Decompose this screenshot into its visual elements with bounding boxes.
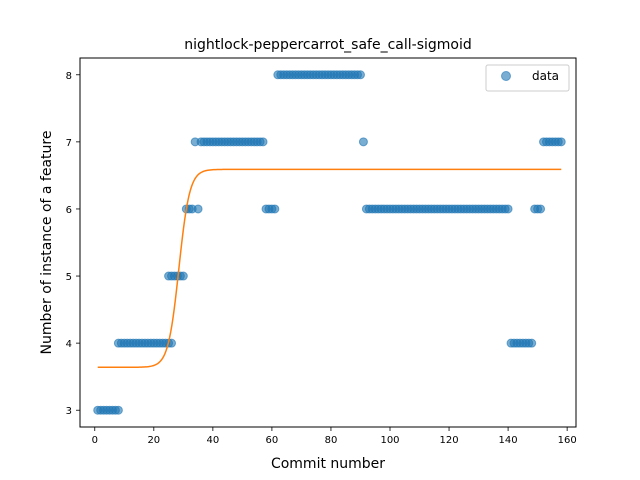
x-tick-label: 120 bbox=[440, 435, 459, 446]
y-axis-label: Number of instance of a feature bbox=[39, 131, 55, 355]
sigmoid-fit-line bbox=[97, 168, 562, 369]
x-tick-label: 140 bbox=[499, 435, 518, 446]
y-tick-label: 5 bbox=[66, 272, 72, 283]
data-point bbox=[527, 338, 537, 348]
data-point bbox=[556, 137, 566, 147]
y-tick-label: 6 bbox=[66, 205, 72, 216]
data-point bbox=[358, 137, 368, 147]
y-tick-label: 7 bbox=[66, 138, 72, 149]
legend: data bbox=[485, 64, 570, 92]
x-tick-label: 40 bbox=[206, 435, 219, 446]
x-axis-ticks: 0 20 40 60 80 100 120 140 160 bbox=[92, 427, 577, 446]
data-point bbox=[113, 405, 123, 415]
fit-line-group bbox=[97, 168, 562, 369]
data-point bbox=[503, 204, 513, 214]
data-point bbox=[258, 137, 268, 147]
y-tick-label: 4 bbox=[66, 339, 72, 350]
x-tick-label: 20 bbox=[147, 435, 160, 446]
data-point bbox=[270, 204, 280, 214]
data-points bbox=[93, 70, 566, 415]
y-tick-label: 3 bbox=[66, 406, 72, 417]
x-tick-label: 60 bbox=[266, 435, 279, 446]
data-point bbox=[536, 204, 546, 214]
plot-frame bbox=[79, 57, 577, 428]
data-point bbox=[178, 271, 188, 281]
x-tick-label: 80 bbox=[325, 435, 338, 446]
x-tick-label: 0 bbox=[92, 435, 98, 446]
legend-marker bbox=[501, 71, 511, 81]
x-axis-label: Commit number bbox=[271, 456, 385, 472]
y-tick-label: 8 bbox=[66, 71, 72, 82]
chart-title: nightlock-peppercarrot_safe_call-sigmoid bbox=[184, 37, 472, 53]
x-tick-label: 160 bbox=[558, 435, 577, 446]
data-point bbox=[355, 70, 365, 80]
x-tick-label: 100 bbox=[380, 435, 399, 446]
y-axis-ticks: 3 4 5 6 7 8 bbox=[66, 71, 80, 417]
data-point bbox=[193, 204, 203, 214]
legend-label-data: data bbox=[532, 69, 559, 83]
